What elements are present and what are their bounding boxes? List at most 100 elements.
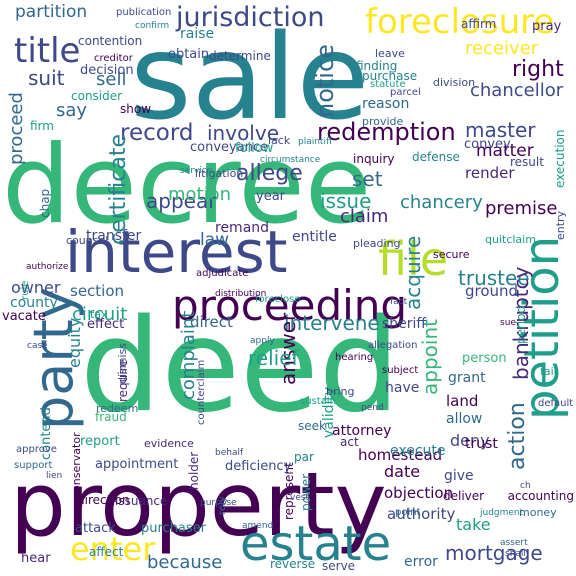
word-notice: notice (311, 44, 339, 118)
word-show: show (120, 102, 151, 116)
word-appointment: appointment (95, 457, 178, 472)
word-redemption: redemption (317, 118, 456, 146)
word-approve: approve (16, 444, 57, 455)
word-deny: deny (450, 431, 490, 450)
word-determine: determine (209, 49, 271, 63)
word-date: date (384, 462, 420, 481)
word-tax: tax (90, 308, 108, 321)
word-appoint: appoint (418, 319, 442, 395)
word-title: title (14, 31, 80, 71)
word-raise: raise (180, 26, 214, 42)
word-county: county (10, 295, 58, 311)
word-lien: lien (46, 471, 62, 481)
word-trust: trust (465, 436, 498, 452)
word-plaintiff: plaintiff (298, 137, 333, 147)
word-fraud: fraud (95, 410, 127, 424)
word-bring: bring (326, 385, 355, 398)
word-purchase: purchase (362, 69, 417, 83)
word-inquiry: inquiry (353, 152, 395, 166)
word-homestead: homestead (358, 446, 442, 464)
word-land: land (446, 392, 478, 410)
word-authorize: authorize (26, 262, 69, 272)
word-quitclaim: quitclaim (485, 233, 536, 246)
word-pleading: pleading (353, 237, 401, 250)
word-chancery: chancery (400, 192, 483, 213)
word-validity: validity (321, 387, 337, 438)
word-conservator: conservator (70, 432, 83, 498)
word-trustee: trustee (458, 266, 530, 290)
word-motion: motion (168, 184, 231, 205)
word-certificate: certificate (106, 134, 131, 245)
word-fail: fail (540, 365, 557, 378)
word-ch: ch (520, 481, 531, 491)
word-record: record (120, 120, 193, 146)
word-reverse: reverse (270, 557, 315, 571)
word-distribution: distribution (215, 289, 266, 299)
word-judgment: judgment (479, 508, 524, 518)
word-vest: vest (290, 493, 310, 503)
word-act: act (340, 435, 359, 449)
word-chap: chap (38, 189, 52, 218)
word-affirm: affirm (461, 17, 496, 31)
word-sell: sell (96, 69, 126, 90)
word-power: power (299, 474, 313, 511)
word-decree: decree (2, 123, 371, 248)
word-defense: defense (412, 150, 460, 164)
word-deliver: deliver (443, 489, 484, 503)
word-contention: contention (78, 34, 142, 48)
word-hearing: hearing (335, 352, 373, 363)
word-transfer: transfer (86, 228, 142, 244)
word-acquire: acquire (401, 236, 425, 310)
word-report: report (80, 434, 120, 449)
word-set: set (352, 167, 383, 191)
word-intervene: intervene (284, 311, 380, 335)
word-objection: objection (384, 484, 453, 502)
word-foreclose: foreclose (255, 294, 300, 305)
word-point: point (395, 507, 421, 518)
word-counsel: counsel (66, 234, 108, 247)
word-because: because (147, 552, 222, 573)
word-circumstance: circumstance (260, 155, 321, 165)
word-right: right (512, 57, 564, 82)
word-proceed: proceed (6, 92, 27, 165)
word-secure: secure (433, 248, 470, 261)
word-suit: suit (28, 66, 65, 90)
word-file: file (378, 232, 448, 286)
word-partition: partition (15, 2, 87, 22)
word-firm: firm (30, 119, 54, 133)
word-grant: grant (448, 370, 486, 386)
word-error: error (404, 554, 438, 570)
word-premise: premise (485, 198, 558, 219)
word-creditor: creditor (94, 53, 134, 64)
word-involve: involve (207, 121, 279, 145)
word-redeem: redeem (96, 402, 138, 415)
word-lack: lack (268, 134, 291, 147)
word-render: render (465, 164, 515, 182)
word-purchaser: purchaser (141, 521, 207, 536)
word-matter: matter (476, 141, 534, 161)
word-rely: rely (217, 496, 228, 515)
word-petition: petition (514, 236, 570, 420)
word-leave: leave (375, 47, 405, 60)
word-affect: affect (89, 545, 124, 559)
word-consider: consider (71, 89, 122, 103)
word-execute: execute (390, 443, 446, 459)
word-mortgage: mortgage (445, 541, 543, 565)
word-pend: pend (361, 403, 384, 413)
word-allow: allow (446, 411, 482, 427)
word-conveyance: conveyance (190, 140, 268, 155)
word-authority: authority (387, 505, 455, 523)
word-allege: allege (236, 161, 303, 186)
word-require: require (116, 359, 130, 402)
word-property: property (10, 453, 387, 556)
word-case: case (27, 341, 48, 351)
word-convey: convey (464, 137, 511, 152)
word-attack: attack (75, 521, 116, 536)
word-counterclaim: counterclaim (196, 360, 207, 425)
word-amend: amend (242, 521, 273, 531)
word-interest: interest (65, 218, 288, 286)
word-support: support (14, 460, 52, 471)
word-service: service (180, 166, 213, 176)
word-evidence: evidence (144, 437, 194, 450)
